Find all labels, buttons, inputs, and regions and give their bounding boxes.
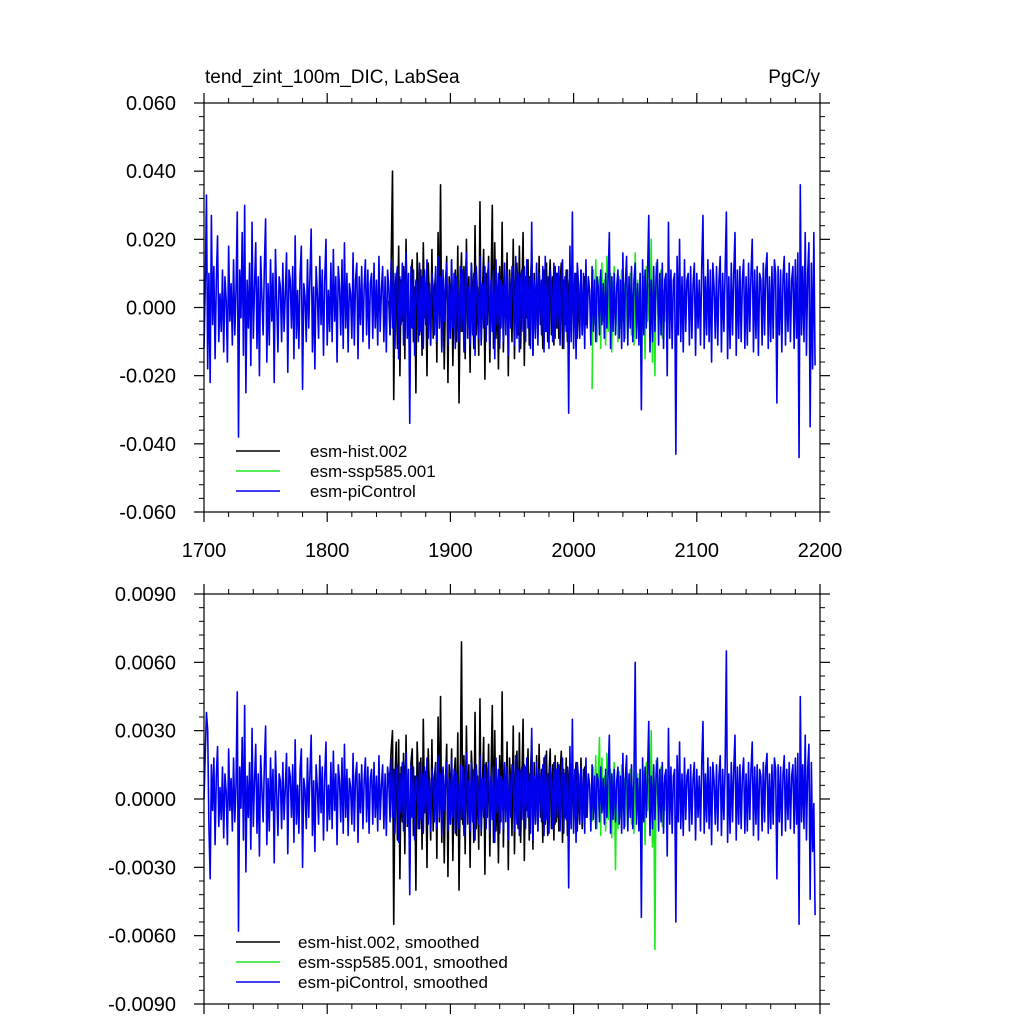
units-label: PgC/y <box>768 67 820 88</box>
panel-top: tend_zint_100m_DIC, LabSea PgC/y 1700 180… <box>119 67 842 562</box>
x-tick-label: 2200 <box>798 540 843 562</box>
legend-label-0: esm-hist.002 <box>310 442 407 461</box>
x-tick-label: 1900 <box>428 540 473 562</box>
y-tick-label: 0.0090 <box>115 584 176 606</box>
y-tick-label: -0.040 <box>119 434 176 456</box>
series-line-0 <box>388 170 588 404</box>
legend-label-0: esm-hist.002, smoothed <box>298 933 479 952</box>
y-tick-label: -0.0060 <box>108 926 176 948</box>
x-tick-label: 1700 <box>182 540 227 562</box>
y-tick-label: 0.060 <box>126 93 176 115</box>
y-tick-label: -0.0090 <box>108 994 176 1016</box>
legend-label-2: esm-piControl, smoothed <box>298 973 488 992</box>
top-plot-frame <box>203 102 821 513</box>
legend-label-1: esm-ssp585.001, smoothed <box>298 953 508 972</box>
panel-bottom: -0.0090 -0.0060 -0.0030 0.0000 0.0030 0.0060 0… <box>108 584 830 1016</box>
y-tick-label: 0.0060 <box>115 652 176 674</box>
y-tick-label: 0.040 <box>126 161 176 183</box>
legend-label-1: esm-ssp585.001 <box>310 462 436 481</box>
series-line-2 <box>203 184 816 459</box>
top-axes: 1700 1800 1900 2000 2100 2200 -0.060 -0.040 -0.0… <box>119 93 842 562</box>
series-line-2 <box>203 650 816 932</box>
series-line-1 <box>591 729 669 951</box>
chart-title: tend_zint_100m_DIC, LabSea <box>205 67 460 88</box>
bottom-plot-frame <box>203 593 821 1005</box>
x-tick-label: 2000 <box>551 540 596 562</box>
bottom-axes: -0.0090 -0.0060 -0.0030 0.0000 0.0030 0.0060 0… <box>108 584 830 1016</box>
y-tick-label: -0.020 <box>119 366 176 388</box>
y-tick-label: -0.0030 <box>108 857 176 879</box>
top-series-group <box>203 170 816 459</box>
y-tick-label: 0.0000 <box>115 789 176 811</box>
legend-label-2: esm-piControl <box>310 482 416 501</box>
y-tick-label: -0.060 <box>119 502 176 524</box>
x-tick-label: 2100 <box>675 540 720 562</box>
bottom-series-group <box>203 641 816 951</box>
x-tick-label: 1800 <box>305 540 350 562</box>
y-tick-label: 0.000 <box>126 298 176 320</box>
y-tick-label: 0.020 <box>126 229 176 251</box>
y-tick-label: 0.0030 <box>115 721 176 743</box>
